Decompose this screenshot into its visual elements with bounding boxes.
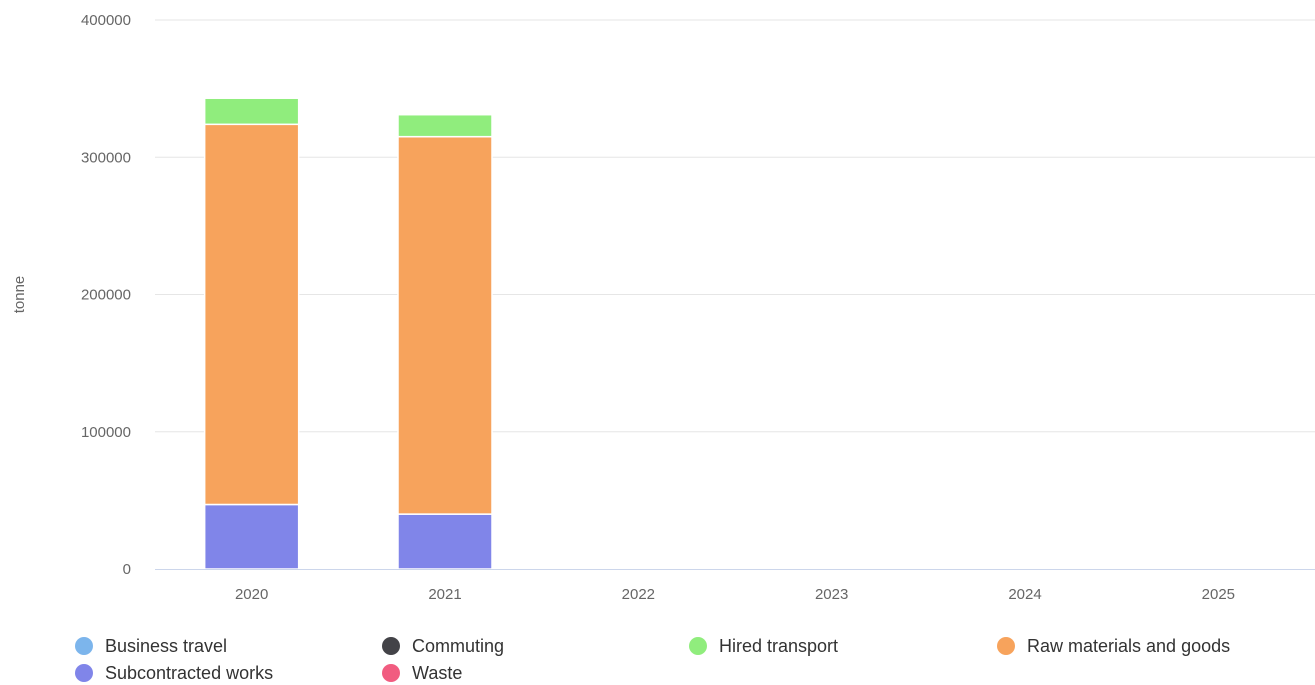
legend-label: Hired transport bbox=[719, 635, 839, 656]
bar-segment[interactable] bbox=[397, 113, 493, 138]
legend-label: Subcontracted works bbox=[105, 662, 274, 683]
legend-item[interactable]: Business travel bbox=[75, 634, 227, 658]
legend-label: Commuting bbox=[412, 635, 505, 656]
y-axis-tick-labels: 0 100000 200000 300000 400000 bbox=[81, 12, 131, 578]
y-tick-label: 400000 bbox=[81, 12, 131, 29]
bar-segment[interactable] bbox=[397, 513, 493, 570]
x-tick-label: 2021 bbox=[428, 586, 461, 603]
legend-marker bbox=[75, 664, 93, 682]
y-tick-label: 0 bbox=[123, 561, 131, 578]
y-tick-label: 100000 bbox=[81, 424, 131, 441]
x-tick-label: 2023 bbox=[815, 586, 848, 603]
legend-label: Waste bbox=[412, 662, 463, 683]
bar-segment[interactable] bbox=[397, 135, 493, 515]
bar-stacks bbox=[203, 97, 493, 570]
legend-marker bbox=[997, 637, 1015, 655]
legend-marker bbox=[382, 664, 400, 682]
x-axis-tick-labels: 2020 2021 2022 2023 2024 2025 bbox=[235, 586, 1235, 603]
legend-label: Raw materials and goods bbox=[1027, 635, 1231, 656]
legend-item[interactable]: Subcontracted works bbox=[75, 661, 273, 685]
legend: Business travel Commuting Hired transport R… bbox=[75, 634, 1315, 683]
bar-segment[interactable] bbox=[203, 503, 300, 570]
legend-item[interactable]: Commuting bbox=[382, 634, 504, 658]
legend-marker bbox=[689, 637, 707, 655]
x-tick-label: 2020 bbox=[235, 586, 268, 603]
legend-item[interactable]: Waste bbox=[382, 661, 462, 685]
legend-label: Business travel bbox=[105, 635, 228, 656]
gridlines bbox=[155, 19, 1315, 433]
y-axis-title: tonne bbox=[11, 276, 28, 314]
x-tick-label: 2022 bbox=[622, 586, 655, 603]
bar-segment[interactable] bbox=[203, 123, 300, 506]
legend-item[interactable]: Raw materials and goods bbox=[997, 634, 1230, 658]
y-tick-label: 200000 bbox=[81, 287, 131, 304]
x-tick-label: 2025 bbox=[1202, 586, 1235, 603]
legend-marker bbox=[75, 637, 93, 655]
y-tick-label: 300000 bbox=[81, 149, 131, 166]
legend-marker bbox=[382, 637, 400, 655]
legend-item[interactable]: Hired transport bbox=[689, 634, 838, 658]
x-tick-label: 2024 bbox=[1008, 586, 1041, 603]
bar-segment[interactable] bbox=[203, 97, 300, 126]
